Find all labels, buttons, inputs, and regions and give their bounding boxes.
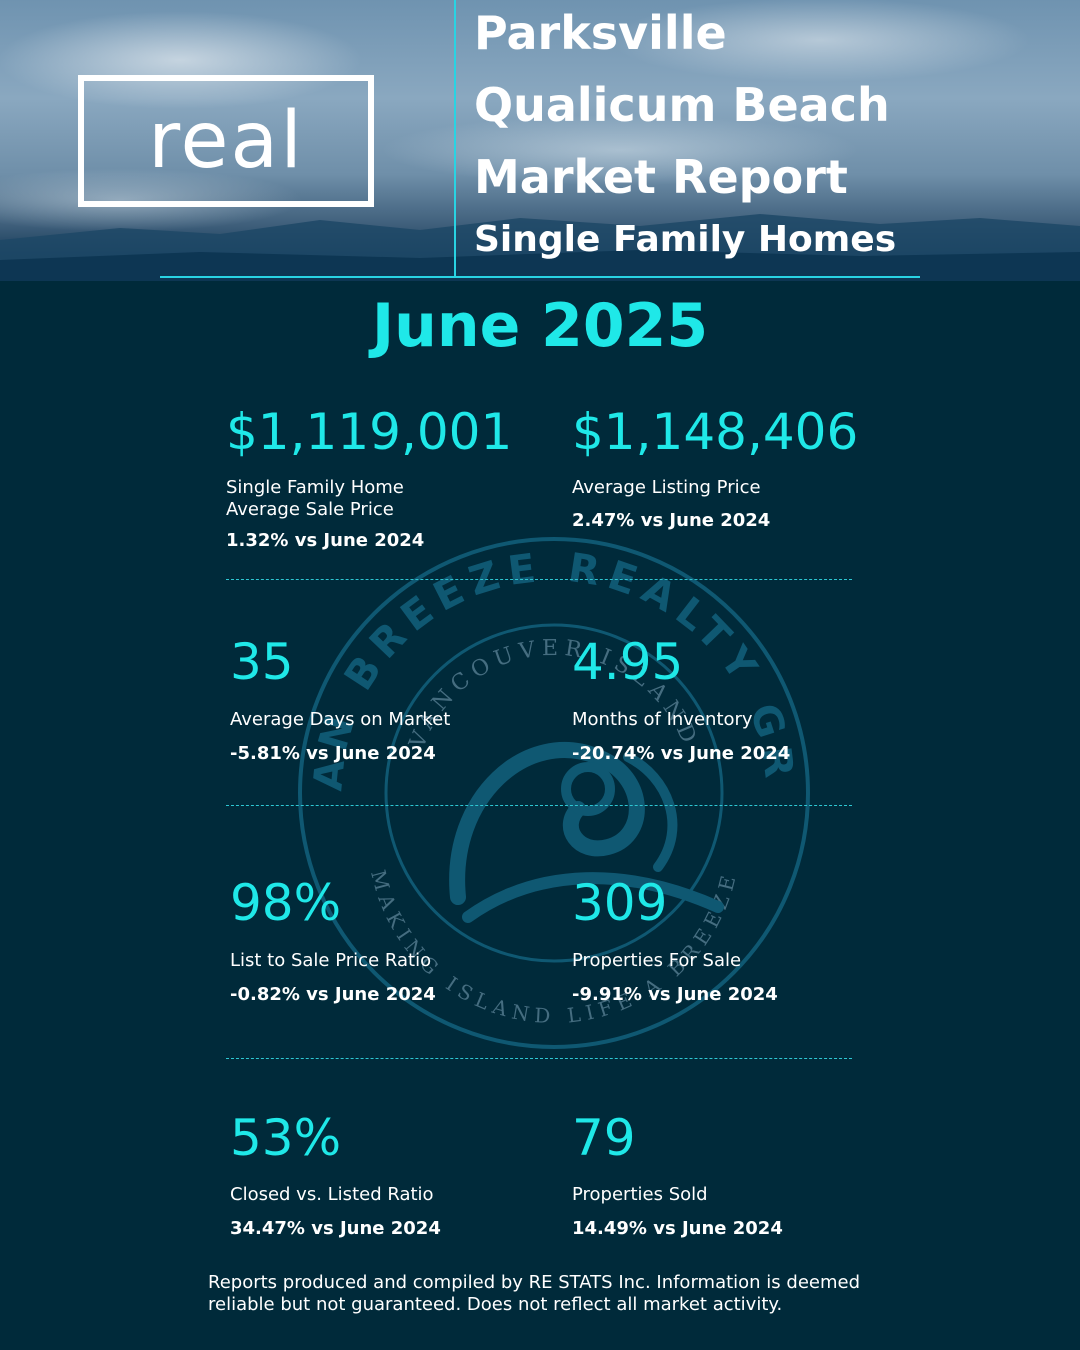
stat-value: $1,119,001 bbox=[226, 403, 513, 461]
stat-closed-vs-listed: 53% Closed vs. Listed Ratio 34.47% vs Ju… bbox=[230, 1113, 441, 1240]
stat-label: List to Sale Price Ratio bbox=[230, 950, 432, 971]
section-divider bbox=[226, 1058, 852, 1059]
stat-value: 79 bbox=[572, 1109, 636, 1167]
stat-change: 34.47% vs June 2024 bbox=[230, 1218, 441, 1239]
mountain-silhouette bbox=[0, 214, 1080, 281]
header-horizontal-rule bbox=[160, 276, 920, 278]
stat-label: Average Days on Market bbox=[230, 709, 451, 730]
stat-label: Months of Inventory bbox=[572, 709, 753, 730]
section-divider bbox=[226, 579, 852, 580]
section-divider bbox=[226, 805, 852, 806]
title-line-1: Parksville bbox=[474, 6, 727, 60]
wave-icon bbox=[449, 742, 724, 923]
stat-label: Average Listing Price bbox=[572, 477, 761, 498]
footer-disclaimer: Reports produced and compiled by RE STAT… bbox=[208, 1272, 908, 1316]
footer-line-1: Reports produced and compiled by RE STAT… bbox=[208, 1272, 861, 1293]
subtitle: Single Family Homes bbox=[474, 219, 897, 260]
report-month: June 2025 bbox=[371, 291, 709, 361]
stat-months-of-inventory: 4.95 Months of Inventory -20.74% vs June… bbox=[572, 637, 790, 765]
stat-label-line-2: Average Sale Price bbox=[226, 499, 394, 520]
stat-properties-for-sale: 309 Properties For Sale -9.91% vs June 2… bbox=[572, 878, 778, 1006]
stat-properties-sold: 79 Properties Sold 14.49% vs June 2024 bbox=[572, 1113, 783, 1240]
title-line-3: Market Report bbox=[474, 150, 848, 204]
brand-logo: real bbox=[78, 75, 374, 207]
stat-value: 53% bbox=[230, 1109, 342, 1167]
stat-change: 2.47% vs June 2024 bbox=[572, 510, 771, 531]
stat-value: 4.95 bbox=[572, 633, 684, 691]
stat-value: 98% bbox=[230, 874, 342, 932]
stat-change: -20.74% vs June 2024 bbox=[572, 743, 791, 764]
footer-line-2: reliable but not guaranteed. Does not re… bbox=[208, 1294, 783, 1315]
stat-value: $1,148,406 bbox=[572, 403, 859, 461]
stat-label: Properties For Sale bbox=[572, 950, 742, 971]
stat-change: 14.49% vs June 2024 bbox=[572, 1218, 783, 1239]
stat-list-to-sale-ratio: 98% List to Sale Price Ratio -0.82% vs J… bbox=[230, 878, 436, 1006]
stat-change: -0.82% vs June 2024 bbox=[230, 984, 436, 1005]
stat-average-sale-price: $1,119,001 Single Family Home Average Sa… bbox=[226, 407, 512, 552]
stat-value: 309 bbox=[572, 874, 668, 932]
stat-days-on-market: 35 Average Days on Market -5.81% vs June… bbox=[230, 637, 450, 765]
stat-label: Closed vs. Listed Ratio bbox=[230, 1184, 434, 1205]
stat-change: -9.91% vs June 2024 bbox=[572, 984, 778, 1005]
title-line-2: Qualicum Beach bbox=[474, 78, 890, 132]
stat-change: -5.81% vs June 2024 bbox=[230, 743, 436, 764]
stat-label-line-1: Single Family Home bbox=[226, 477, 404, 498]
header-photo bbox=[0, 0, 1080, 281]
stat-value: 35 bbox=[230, 633, 294, 691]
header-vertical-rule bbox=[454, 0, 456, 278]
stat-change: 1.32% vs June 2024 bbox=[226, 530, 425, 551]
brand-logo-text: real bbox=[148, 96, 304, 186]
stat-label: Properties Sold bbox=[572, 1184, 708, 1205]
stat-average-listing-price: $1,148,406 Average Listing Price 2.47% v… bbox=[572, 407, 858, 532]
